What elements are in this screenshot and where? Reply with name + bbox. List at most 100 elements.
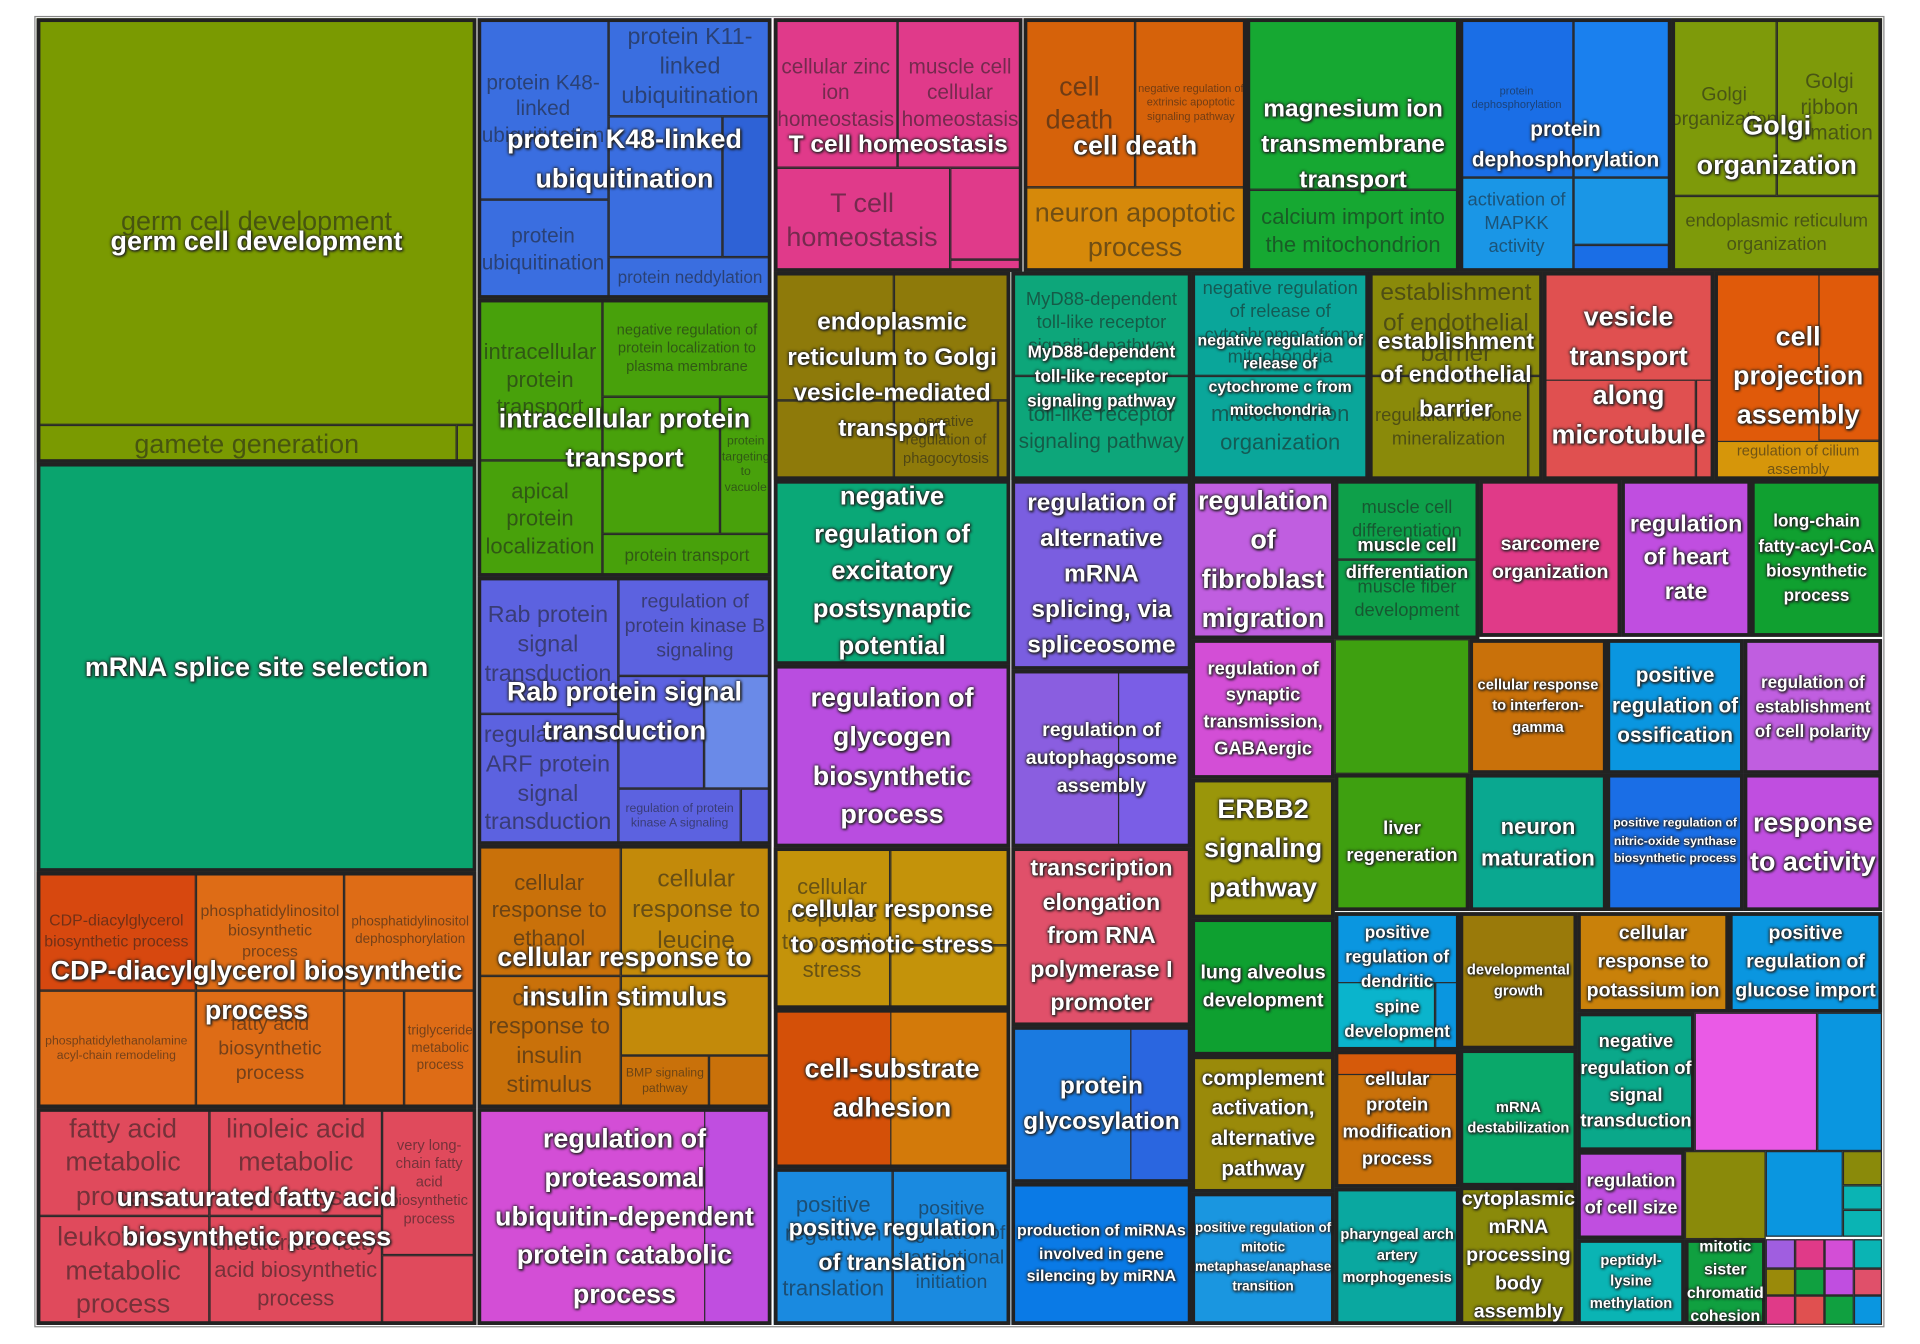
term-cell: negative regulation of extrinsic apoptot… [1135,18,1247,188]
group-border [1577,1151,1685,1240]
term-label: cell death [1045,70,1114,135]
group-border [477,576,772,845]
group-border [36,18,477,463]
group-border [1334,1187,1460,1325]
term-cell: leukotriene metabolic process [36,1215,210,1325]
plain-cell [1765,1268,1796,1296]
term-cell: fatty acid biosynthetic process [195,990,345,1109]
term-label: regulation of cilium assembly [1736,442,1860,478]
term-cell: cell death [1023,18,1136,188]
group-border [477,844,772,1109]
plain-cell [890,847,1011,946]
group-border [477,298,772,577]
term-label: regulation of bone mineralization [1375,405,1523,449]
term-cell: cellular response to osmotic stress [773,847,891,1009]
plain-cell [704,675,772,789]
term-label: unsaturated fatty acid biosynthetic proc… [213,1230,378,1310]
term-cell: establishment of endothelial barrier [1368,271,1543,376]
plain-cell [1795,1239,1825,1269]
term-cell: neuron apoptotic process [1023,187,1247,272]
group-border [1577,912,1729,1013]
term-label: cellular response to insulin stimulus [488,985,610,1099]
term-cell: regulation of bone mineralization [1368,375,1529,481]
term-label: protein transport [624,544,750,565]
term-cell: activation of MAPKK activity [1459,177,1574,272]
group-border [1191,1192,1335,1325]
group-border [1334,773,1470,912]
group-border [1011,480,1192,670]
plain-cell [1824,1295,1854,1325]
term-label: endoplasmic reticulum organization [1685,210,1869,255]
plain-cell [1542,379,1696,481]
group-border [1011,847,1192,1027]
plain-cell [1765,1239,1796,1269]
term-label: regulation of protein kinase B signaling [624,590,766,661]
group-border [1542,271,1715,481]
term-label: muscle cell differentiation [1351,496,1462,541]
group-border [1606,639,1744,774]
term-label: T cell homeostasis [786,187,938,252]
plain-cell [344,990,405,1109]
term-label: leukotriene metabolic process [57,1221,189,1320]
group-border [1246,18,1460,272]
group-border [1671,18,1883,272]
group-border [1751,480,1883,637]
plain-cell [1684,1151,1766,1240]
group-border [1334,480,1480,640]
term-cell: negative regulation of phagocytosis [893,400,998,481]
plain-cell [1795,1295,1825,1325]
plain-cell [602,396,721,534]
plain-cell [1573,177,1672,245]
term-label: fatty acid biosynthetic process [218,1013,322,1084]
group-rect [1191,778,1335,919]
term-cell: positive regulation of translational ini… [892,1168,1011,1325]
group-rect [36,462,477,872]
term-cell: cellular zinc ion homeostasis [773,18,898,168]
term-label: positive regulation of translation [782,1192,885,1300]
group-border [1606,773,1744,912]
plain-cell [1694,1012,1818,1152]
plain-cell [618,675,705,789]
group-rect [1191,639,1335,779]
term-cell: very long-chain fatty acid biosynthetic … [382,1108,477,1256]
group-rect [1621,480,1752,637]
plain-cell [1795,1268,1825,1296]
term-label: fatty acid metabolic process [65,1112,181,1211]
term-cell: regulation of cilium assembly [1714,440,1883,481]
term-cell: MyD88-dependent toll-like receptor signa… [1011,271,1192,376]
term-label: phosphatidylinositol dephosphorylation [351,914,469,946]
group-border [1459,1186,1578,1325]
group-border [1011,1182,1192,1325]
term-label: neuron apoptotic process [1034,197,1236,262]
group-border [1191,480,1335,640]
term-label: very long-chain fatty acid biosynthetic … [390,1135,468,1227]
group-rect [1191,480,1335,640]
term-cell: negative regulation of release of cytoch… [1191,271,1369,376]
plain-cell [1117,669,1192,848]
term-label: protein dephosphorylation [1471,84,1562,111]
term-cell: apical protein localization [477,460,603,577]
plain-cell [1842,1151,1883,1186]
term-cell: protein K48-linked ubiquitination [477,18,609,200]
group-border [773,664,1011,848]
term-cell: cellular response to insulin stimulus [477,975,621,1109]
term-cell: phosphatidylinositol dephosphorylation [344,871,477,991]
term-cell: gamete generation [36,424,457,463]
term-label: negative regulation of protein localizat… [616,320,758,375]
term-cell: protein targeting to vacuole [720,396,772,534]
term-label: mitochondrion organization [1210,401,1350,454]
group-border [773,18,1023,272]
group-border [1191,778,1335,919]
plain-cell [1824,1268,1854,1296]
term-label: calcium import into the mitochondrion [1261,204,1445,257]
term-label: muscle cell cellular homeostasis [901,55,1019,131]
group-rect [1191,1055,1335,1193]
plain-cell [1246,18,1460,190]
group-border [1191,918,1335,1056]
group-rect [1606,639,1744,774]
group-border [1577,1239,1685,1325]
term-cell: regulation of protein kinase B signaling [618,576,772,676]
term-cell: fatty acid metabolic process [36,1108,210,1216]
group-border [1714,271,1883,481]
